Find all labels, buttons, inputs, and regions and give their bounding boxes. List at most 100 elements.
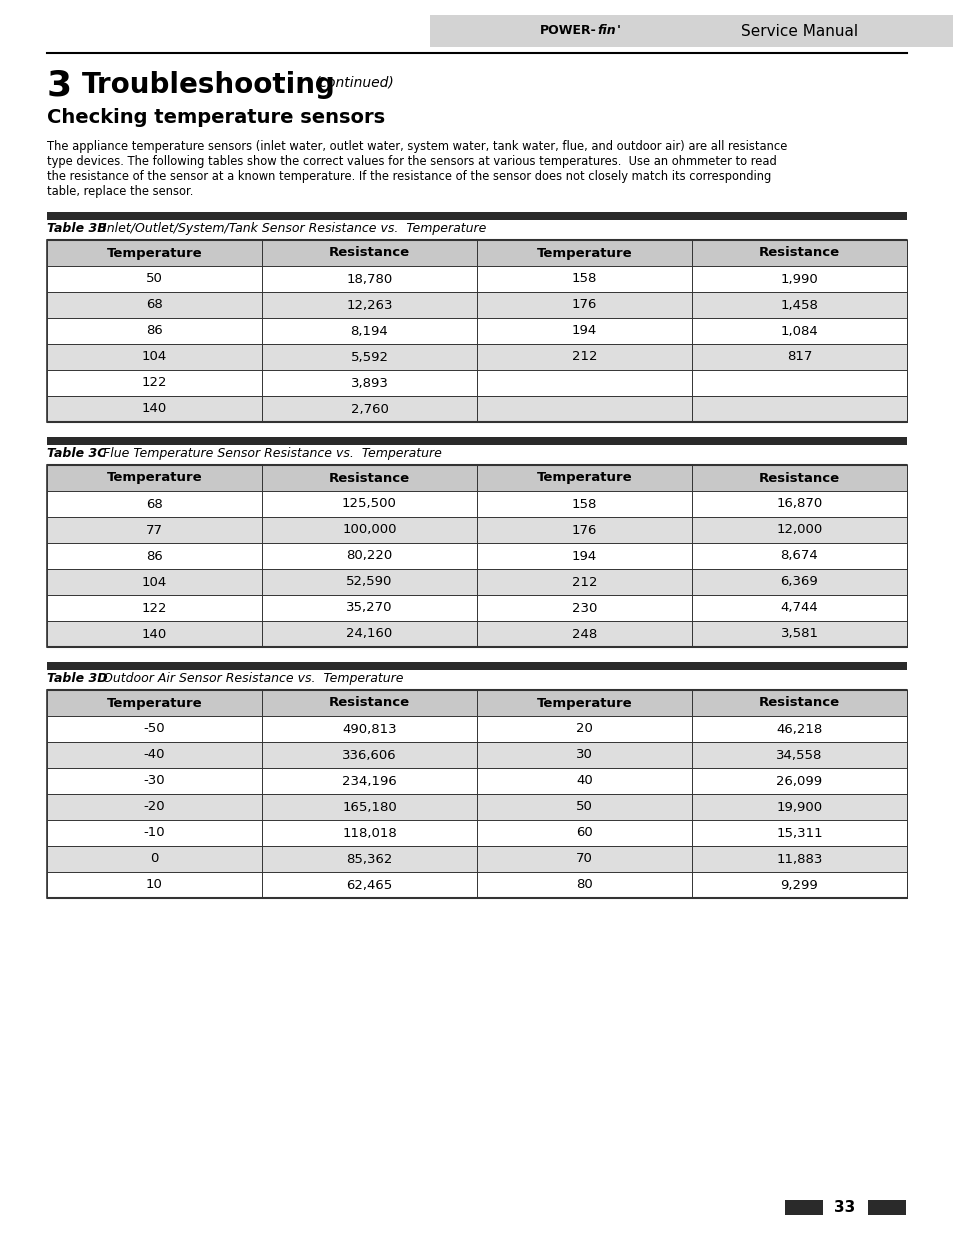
Text: 20: 20 (576, 722, 593, 736)
Bar (47, 846, 906, 872)
Bar (867, 1200, 905, 1215)
Text: 70: 70 (576, 852, 593, 866)
Text: The appliance temperature sensors (inlet water, outlet water, system water, tank: The appliance temperature sensors (inlet… (47, 140, 786, 153)
Text: 212: 212 (571, 576, 597, 589)
Text: 176: 176 (571, 524, 597, 536)
Text: 1,458: 1,458 (780, 299, 818, 311)
Text: 19,900: 19,900 (776, 800, 821, 814)
Text: (continued): (continued) (314, 77, 395, 90)
Text: Temperature: Temperature (537, 472, 632, 484)
Text: Checking temperature sensors: Checking temperature sensors (47, 107, 385, 127)
Text: Troubleshooting: Troubleshooting (82, 70, 335, 99)
Text: 176: 176 (571, 299, 597, 311)
Text: 122: 122 (142, 601, 167, 615)
Bar (47, 543, 906, 569)
Text: 12,263: 12,263 (346, 299, 393, 311)
Bar (47, 266, 906, 291)
Bar (47, 662, 906, 671)
Text: 10: 10 (146, 878, 163, 892)
Text: -40: -40 (144, 748, 165, 762)
Bar (47, 492, 906, 517)
Text: 80,220: 80,220 (346, 550, 393, 562)
Text: ': ' (617, 25, 620, 37)
Text: Inlet/Outlet/System/Tank Sensor Resistance vs.  Temperature: Inlet/Outlet/System/Tank Sensor Resistan… (99, 222, 486, 235)
Text: 34,558: 34,558 (776, 748, 821, 762)
Text: 40: 40 (576, 774, 592, 788)
Text: 118,018: 118,018 (342, 826, 396, 840)
Text: Outdoor Air Sensor Resistance vs.  Temperature: Outdoor Air Sensor Resistance vs. Temper… (99, 672, 403, 685)
Text: 0: 0 (151, 852, 158, 866)
Text: 194: 194 (571, 325, 597, 337)
Text: 3: 3 (47, 68, 72, 103)
Bar (47, 595, 906, 621)
Text: 86: 86 (146, 325, 163, 337)
Text: 4,744: 4,744 (780, 601, 818, 615)
Text: 18,780: 18,780 (346, 273, 393, 285)
Bar (784, 1200, 822, 1215)
Text: 62,465: 62,465 (346, 878, 393, 892)
Text: 140: 140 (142, 403, 167, 415)
Text: 140: 140 (142, 627, 167, 641)
Text: 24,160: 24,160 (346, 627, 393, 641)
Bar (47, 716, 906, 742)
Bar (47, 794, 906, 820)
Bar (47, 240, 906, 266)
Text: 85,362: 85,362 (346, 852, 393, 866)
Text: Temperature: Temperature (537, 697, 632, 709)
Text: 86: 86 (146, 550, 163, 562)
Bar (47, 437, 906, 445)
Text: Resistance: Resistance (759, 247, 840, 259)
Text: Resistance: Resistance (329, 472, 410, 484)
Text: 2,760: 2,760 (350, 403, 388, 415)
Text: Table 3D: Table 3D (47, 672, 108, 685)
Text: -10: -10 (144, 826, 165, 840)
Text: 248: 248 (571, 627, 597, 641)
Text: 35,270: 35,270 (346, 601, 393, 615)
Text: Temperature: Temperature (537, 247, 632, 259)
Text: 68: 68 (146, 299, 163, 311)
Text: 9,299: 9,299 (780, 878, 818, 892)
Text: 50: 50 (146, 273, 163, 285)
Text: 30: 30 (576, 748, 593, 762)
Bar (47, 820, 906, 846)
Text: Resistance: Resistance (329, 247, 410, 259)
Text: Flue Temperature Sensor Resistance vs.  Temperature: Flue Temperature Sensor Resistance vs. T… (99, 447, 441, 459)
Text: 5,592: 5,592 (350, 351, 388, 363)
Text: 212: 212 (571, 351, 597, 363)
Text: Table 3B: Table 3B (47, 222, 107, 235)
Text: 12,000: 12,000 (776, 524, 821, 536)
Text: 11,883: 11,883 (776, 852, 821, 866)
Text: 8,674: 8,674 (780, 550, 818, 562)
Text: 68: 68 (146, 498, 163, 510)
Text: Temperature: Temperature (107, 472, 202, 484)
Text: 8,194: 8,194 (351, 325, 388, 337)
Text: 336,606: 336,606 (342, 748, 396, 762)
Text: 50: 50 (576, 800, 593, 814)
Text: 165,180: 165,180 (342, 800, 396, 814)
Text: 52,590: 52,590 (346, 576, 393, 589)
Text: 125,500: 125,500 (342, 498, 396, 510)
Text: 1,990: 1,990 (780, 273, 818, 285)
Text: Service Manual: Service Manual (740, 23, 858, 38)
Text: 33: 33 (834, 1199, 855, 1214)
Bar (47, 690, 906, 898)
Bar (47, 212, 906, 220)
Text: the resistance of the sensor at a known temperature. If the resistance of the se: the resistance of the sensor at a known … (47, 170, 770, 183)
Text: 26,099: 26,099 (776, 774, 821, 788)
Bar (47, 466, 906, 492)
Bar (47, 240, 906, 422)
Text: POWER-: POWER- (539, 25, 597, 37)
Bar (430, 15, 953, 47)
Bar (47, 345, 906, 370)
Bar (47, 291, 906, 317)
Text: Resistance: Resistance (759, 697, 840, 709)
Bar (47, 690, 906, 716)
Text: 15,311: 15,311 (776, 826, 821, 840)
Text: table, replace the sensor.: table, replace the sensor. (47, 185, 193, 198)
Text: 80: 80 (576, 878, 592, 892)
Text: 230: 230 (571, 601, 597, 615)
Text: 158: 158 (571, 273, 597, 285)
Text: 6,369: 6,369 (780, 576, 818, 589)
Text: 3,581: 3,581 (780, 627, 818, 641)
Text: 104: 104 (142, 351, 167, 363)
